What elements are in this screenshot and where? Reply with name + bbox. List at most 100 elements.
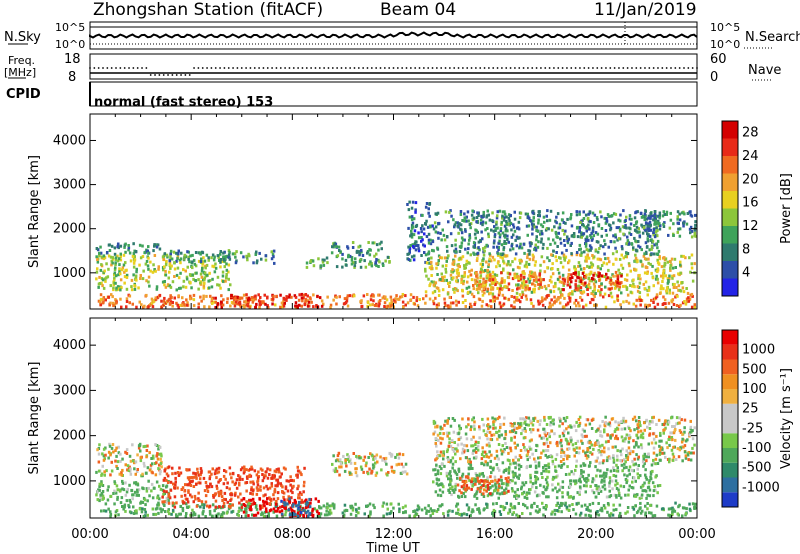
power-cell [407,245,410,249]
velocity-cell [612,466,615,470]
power-cell [522,275,526,279]
velocity-cell [142,461,146,465]
power-cell [615,250,618,254]
power-cell [127,244,130,247]
power-cell [467,219,470,223]
power-cell [208,271,211,275]
power-cell [650,247,653,251]
velocity-cell [176,486,179,490]
power-cell [125,297,129,301]
nave-point [158,74,161,76]
power-cell [526,215,530,219]
power-cell [452,260,455,264]
nave-point [375,67,378,69]
velocity-cell [228,487,231,491]
velocity-cell [204,515,207,518]
velocity-cell [476,507,479,511]
velocity-cell [427,509,431,513]
power-cell [535,229,538,232]
power-cell [424,301,427,305]
velocity-cell [647,511,651,515]
velocity-cell [599,508,602,512]
y-tick-label: 1000 [53,266,86,281]
power-cell [235,250,238,254]
power-cell [532,209,535,213]
power-cell [534,248,538,252]
power-cell [510,228,513,232]
power-cell [220,294,223,298]
power-cell [481,289,484,293]
power-cell [111,261,114,265]
power-cell [271,302,274,306]
power-cell [616,275,620,279]
nave-point [474,67,477,69]
power-cell [642,226,646,230]
power-cell [377,248,380,252]
velocity-cell [208,504,212,508]
power-cell [436,273,439,276]
power-cell [570,252,573,256]
power-cell [588,210,592,214]
velocity-cell [649,477,653,481]
nave-point [639,67,642,69]
power-cell [370,264,374,268]
power-cell [488,283,492,287]
nave-point [566,67,568,69]
velocity-cell [283,501,286,505]
velocity-cell [503,488,506,492]
power-cell [663,256,666,260]
velocity-cell [119,459,122,463]
velocity-cell [238,481,241,485]
velocity-cell [251,502,254,506]
power-cell [466,275,470,279]
velocity-cell [486,461,489,465]
power-cell [164,301,167,305]
power-cell [660,274,663,278]
power-cell [168,260,172,264]
velocity-cell [290,508,294,512]
velocity-cell [357,506,361,510]
power-cell [246,302,250,305]
power-cell [689,213,693,217]
power-cell [302,293,306,297]
velocity-cell [575,464,578,468]
power-cell [114,281,117,285]
velocity-cell [684,512,688,516]
power-cell [562,288,565,292]
power-cell [481,220,485,224]
power-cell [646,293,649,297]
power-cell [694,220,697,224]
power-cell [482,253,486,257]
velocity-cell [208,477,211,481]
velocity-cell [398,510,401,514]
velocity-cell [284,487,288,491]
velocity-cell [394,455,397,459]
velocity-cell [547,462,550,466]
velocity-cell [586,478,590,482]
power-cell [677,288,680,292]
velocity-cell [618,494,621,497]
velocity-cell [242,471,246,475]
velocity-cell [486,483,490,487]
velocity-cell [611,487,614,491]
velocity-cell [569,495,572,499]
velocity-cell [449,487,452,491]
velocity-cell [291,486,294,490]
power-cell [477,211,480,215]
power-cell [678,212,681,216]
velocity-cell [396,453,399,457]
power-cell [144,262,148,266]
velocity-cell [390,502,393,506]
velocity-cell [646,502,649,505]
power-cell [171,301,174,304]
velocity-cell [318,514,322,518]
power-cell [481,259,485,263]
velocity-cell [136,453,139,457]
velocity-cell [596,468,599,472]
power-cell [586,288,589,291]
power-cell [570,241,573,245]
power-cell [368,262,371,266]
velocity-cell [174,476,177,480]
power-cell [481,293,485,297]
